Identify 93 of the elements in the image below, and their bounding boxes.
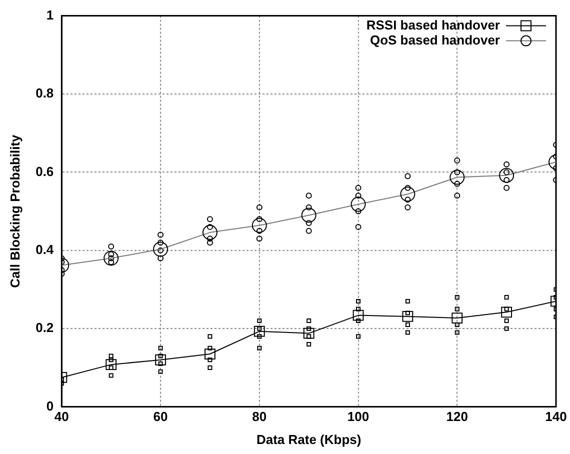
point xyxy=(306,228,312,234)
point xyxy=(306,342,312,347)
point xyxy=(108,373,114,378)
point xyxy=(208,365,212,370)
point xyxy=(355,192,362,199)
point xyxy=(206,224,213,230)
y-tick-label: 0.6 xyxy=(36,164,54,179)
point xyxy=(405,298,410,304)
point xyxy=(106,359,117,370)
point xyxy=(405,310,410,316)
point xyxy=(257,318,262,324)
y-axis-title: Call Blocking Probability xyxy=(7,134,22,288)
x-tick-label: 100 xyxy=(347,409,370,424)
point xyxy=(155,354,166,366)
point xyxy=(356,318,361,324)
point xyxy=(356,334,361,339)
y-tick-label: 0.2 xyxy=(36,320,54,336)
point xyxy=(356,306,361,312)
y-tick-label: 0.8 xyxy=(36,86,54,101)
x-tick-label: 60 xyxy=(153,409,168,424)
point xyxy=(454,330,460,335)
point xyxy=(501,306,512,318)
point xyxy=(504,184,510,191)
point xyxy=(158,240,164,246)
point xyxy=(454,192,460,199)
point xyxy=(404,173,411,180)
point xyxy=(404,204,411,210)
point xyxy=(158,354,163,358)
y-tick-label: 0.4 xyxy=(36,242,54,257)
point xyxy=(504,306,509,312)
y-tick-label: 0 xyxy=(46,398,54,414)
point xyxy=(402,311,414,322)
point xyxy=(352,310,364,321)
point xyxy=(454,322,460,327)
y-tick-label: 1 xyxy=(46,7,54,22)
point xyxy=(303,328,314,339)
point xyxy=(306,326,312,331)
legend-label: RSSI based handover xyxy=(366,17,500,32)
point xyxy=(208,346,212,350)
point xyxy=(204,348,216,360)
point xyxy=(158,255,164,262)
x-tick-label: 40 xyxy=(54,409,69,424)
point xyxy=(454,295,460,300)
point xyxy=(355,208,362,214)
x-axis-title: Data Rate (Kbps) xyxy=(256,432,362,447)
point xyxy=(257,334,262,339)
x-tick-label: 140 xyxy=(545,409,567,424)
point xyxy=(306,318,312,324)
point xyxy=(306,220,312,226)
point xyxy=(454,169,460,176)
point xyxy=(306,192,312,199)
point xyxy=(452,312,463,324)
point xyxy=(158,362,163,366)
point xyxy=(208,334,212,339)
point xyxy=(306,204,312,210)
point xyxy=(256,204,262,210)
point xyxy=(206,236,213,242)
point xyxy=(256,236,262,242)
point xyxy=(108,251,114,258)
x-tick-label: 80 xyxy=(252,409,267,424)
point xyxy=(256,228,262,234)
point xyxy=(158,232,164,238)
point xyxy=(208,358,212,362)
point xyxy=(355,224,362,230)
point xyxy=(257,346,262,350)
point xyxy=(404,184,411,191)
point xyxy=(454,157,460,164)
point xyxy=(206,216,213,222)
x-tick-label: 120 xyxy=(446,409,468,424)
point xyxy=(254,326,265,337)
point xyxy=(108,358,114,362)
point xyxy=(504,161,510,168)
point xyxy=(405,330,410,335)
point xyxy=(404,196,411,203)
point xyxy=(504,177,510,184)
point xyxy=(454,180,460,187)
point xyxy=(356,298,361,304)
point xyxy=(504,326,509,331)
point xyxy=(158,369,163,374)
point xyxy=(257,326,262,331)
point xyxy=(504,318,509,324)
point xyxy=(108,259,114,266)
point xyxy=(454,306,460,312)
point xyxy=(108,354,114,358)
point xyxy=(504,295,509,300)
point xyxy=(206,240,213,246)
point xyxy=(306,334,312,339)
legend-label: QoS based handover xyxy=(370,32,500,48)
point xyxy=(256,216,262,222)
point xyxy=(158,346,163,350)
point xyxy=(355,184,362,191)
point xyxy=(405,322,410,327)
point xyxy=(108,243,114,250)
